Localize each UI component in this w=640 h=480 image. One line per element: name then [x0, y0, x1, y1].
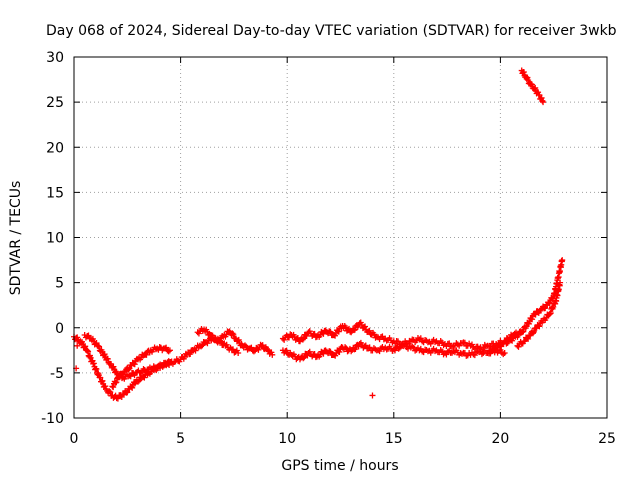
- series-track-h: [514, 279, 564, 350]
- data-point-cluster: [230, 346, 240, 356]
- data-point-cluster: [340, 344, 353, 355]
- data-point-cluster: [259, 342, 270, 353]
- x-tick-label: 5: [176, 431, 185, 447]
- y-tick-label: 25: [46, 95, 64, 111]
- series-track-b: [81, 331, 242, 382]
- x-tick-label: 25: [598, 431, 616, 447]
- series-outliers: [73, 342, 376, 399]
- data-point-cluster: [494, 341, 505, 351]
- data-point-cluster: [349, 321, 362, 334]
- data-point: [501, 350, 508, 357]
- data-point-cluster: [536, 92, 546, 104]
- x-axis-label: GPS time / hours: [281, 458, 398, 474]
- data-point: [74, 342, 81, 349]
- data-point-cluster: [298, 350, 311, 362]
- data-point-cluster: [515, 338, 526, 350]
- data-point-cluster: [553, 281, 563, 305]
- data-point-cluster: [116, 368, 128, 381]
- data-point: [235, 350, 242, 357]
- data-point-cluster: [468, 341, 481, 352]
- plot-area: [71, 67, 566, 402]
- data-point-cluster: [265, 348, 275, 357]
- data-point-cluster: [500, 338, 511, 347]
- series-track-i: [518, 67, 547, 106]
- data-point-cluster: [178, 350, 189, 362]
- data-point-cluster: [366, 344, 379, 354]
- data-point-cluster: [84, 347, 96, 365]
- data-point-cluster: [214, 332, 226, 344]
- data-point-cluster: [532, 84, 542, 97]
- data-point-cluster: [521, 332, 533, 345]
- data-point-cluster: [375, 333, 387, 343]
- y-tick-label: 15: [46, 185, 64, 201]
- data-point-cluster: [155, 344, 166, 354]
- data-point-cluster: [297, 330, 311, 343]
- x-tick-label: 10: [278, 431, 296, 447]
- x-tick-label: 15: [385, 431, 403, 447]
- y-axis-label: SDTVAR / TECUs: [8, 181, 24, 296]
- data-point-cluster: [123, 361, 134, 373]
- axis-ticks: 0 5 10 15 20 25 -10 -5 0 5 10 15 20 25 30: [41, 50, 616, 447]
- data-point-cluster: [146, 363, 157, 373]
- grid: [74, 57, 607, 418]
- data-point: [369, 392, 376, 399]
- x-tick-label: 20: [491, 431, 509, 447]
- series-track-c: [109, 344, 173, 391]
- data-point-cluster: [110, 392, 119, 401]
- series-track-e: [279, 319, 525, 353]
- plot-frame: [73, 56, 608, 419]
- y-tick-label: 0: [55, 321, 64, 337]
- chart-title: Day 068 of 2024, Sidereal Day-to-day VTE…: [46, 23, 617, 39]
- data-point-cluster: [547, 299, 559, 317]
- data-point-cluster: [417, 345, 430, 356]
- data-point-cluster: [434, 338, 447, 349]
- data-point-cluster: [97, 374, 109, 391]
- data-point: [557, 279, 564, 286]
- data-point-cluster: [134, 367, 144, 376]
- data-point-cluster: [240, 342, 251, 353]
- data-point-cluster: [172, 356, 183, 365]
- data-point-cluster: [392, 341, 405, 354]
- y-tick-label: 10: [46, 231, 64, 247]
- data-point-cluster: [349, 341, 362, 353]
- y-tick-label: 20: [46, 140, 64, 156]
- data-point: [537, 306, 544, 313]
- data-point-cluster: [289, 351, 302, 363]
- data-point-cluster: [88, 335, 100, 348]
- data-point: [559, 257, 566, 264]
- y-tick-label: -5: [50, 366, 64, 382]
- data-point-cluster: [426, 345, 439, 356]
- data-point-cluster: [281, 331, 294, 343]
- series-track-f: [279, 339, 508, 363]
- data-point-cluster: [545, 294, 556, 307]
- data-point: [269, 351, 276, 358]
- x-tick-label: 0: [70, 431, 79, 447]
- data-point-cluster: [426, 336, 439, 347]
- data-point-cluster: [340, 323, 354, 335]
- y-tick-label: 5: [55, 276, 64, 292]
- data-point: [166, 347, 173, 354]
- series-track-d: [194, 325, 276, 358]
- data-point: [540, 99, 547, 106]
- data-point-cluster: [532, 307, 543, 318]
- y-tick-label: -10: [41, 411, 64, 427]
- y-tick-label: 30: [46, 50, 64, 66]
- data-point-cluster: [506, 332, 518, 344]
- data-point-cluster: [555, 258, 565, 281]
- data-point-cluster: [417, 335, 430, 346]
